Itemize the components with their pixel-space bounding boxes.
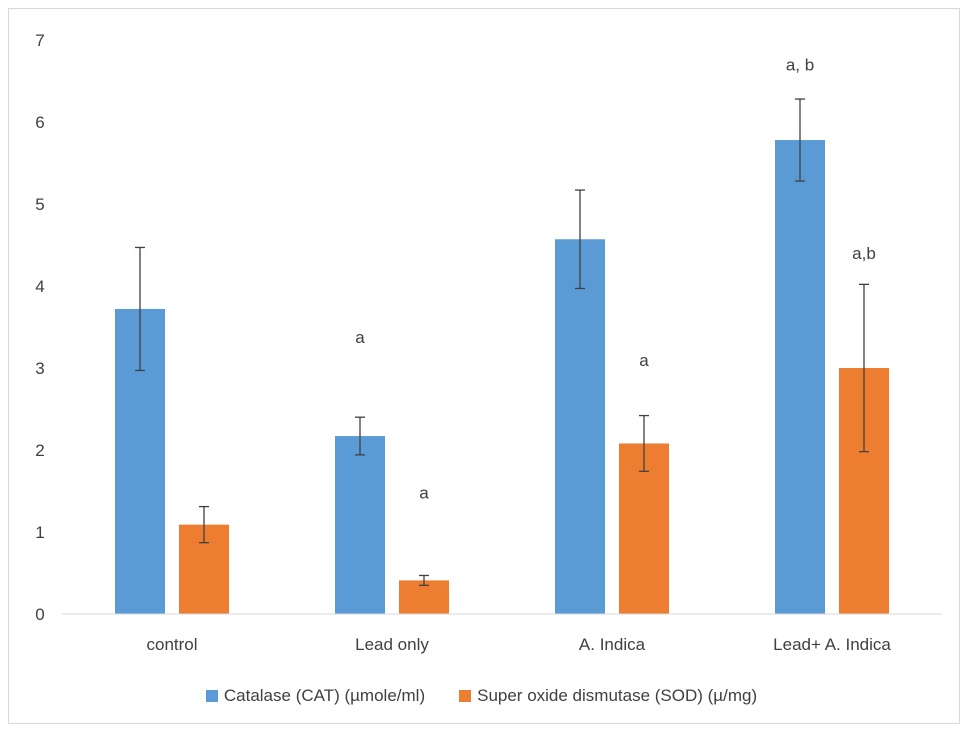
bar — [775, 140, 825, 615]
y-tick-label: 2 — [35, 441, 44, 460]
x-tick-label: Lead+ A. Indica — [773, 635, 891, 654]
y-tick-label: 1 — [35, 523, 44, 542]
legend-item-cat: Catalase (CAT) (µmole/ml) — [205, 686, 426, 706]
legend-swatch-cat — [205, 690, 218, 702]
bar — [399, 580, 449, 614]
x-tick-label: A. Indica — [579, 635, 646, 654]
legend: Catalase (CAT) (µmole/ml) Super oxide di… — [0, 686, 963, 706]
y-tick-label: 4 — [35, 277, 44, 296]
bar — [335, 436, 385, 614]
y-tick-label: 6 — [35, 113, 44, 132]
significance-label: a, b — [786, 56, 814, 75]
x-tick-label: control — [146, 635, 197, 654]
y-tick-label: 7 — [35, 31, 44, 50]
significance-label: a,b — [852, 244, 876, 263]
legend-label-cat: Catalase (CAT) (µmole/ml) — [223, 686, 426, 705]
y-tick-label: 3 — [35, 359, 44, 378]
legend-item-sod: Super oxide dismutase (SOD) (µ/mg) — [459, 686, 757, 706]
bar — [555, 239, 605, 614]
significance-label: a — [355, 328, 365, 347]
y-tick-label: 0 — [35, 605, 44, 624]
legend-label-sod: Super oxide dismutase (SOD) (µ/mg) — [477, 686, 758, 705]
legend-swatch-sod — [459, 690, 472, 702]
y-tick-label: 5 — [35, 195, 44, 214]
chart-frame — [8, 8, 960, 724]
significance-label: a — [419, 484, 429, 503]
x-tick-label: Lead only — [355, 635, 429, 654]
significance-label: a — [639, 351, 649, 370]
